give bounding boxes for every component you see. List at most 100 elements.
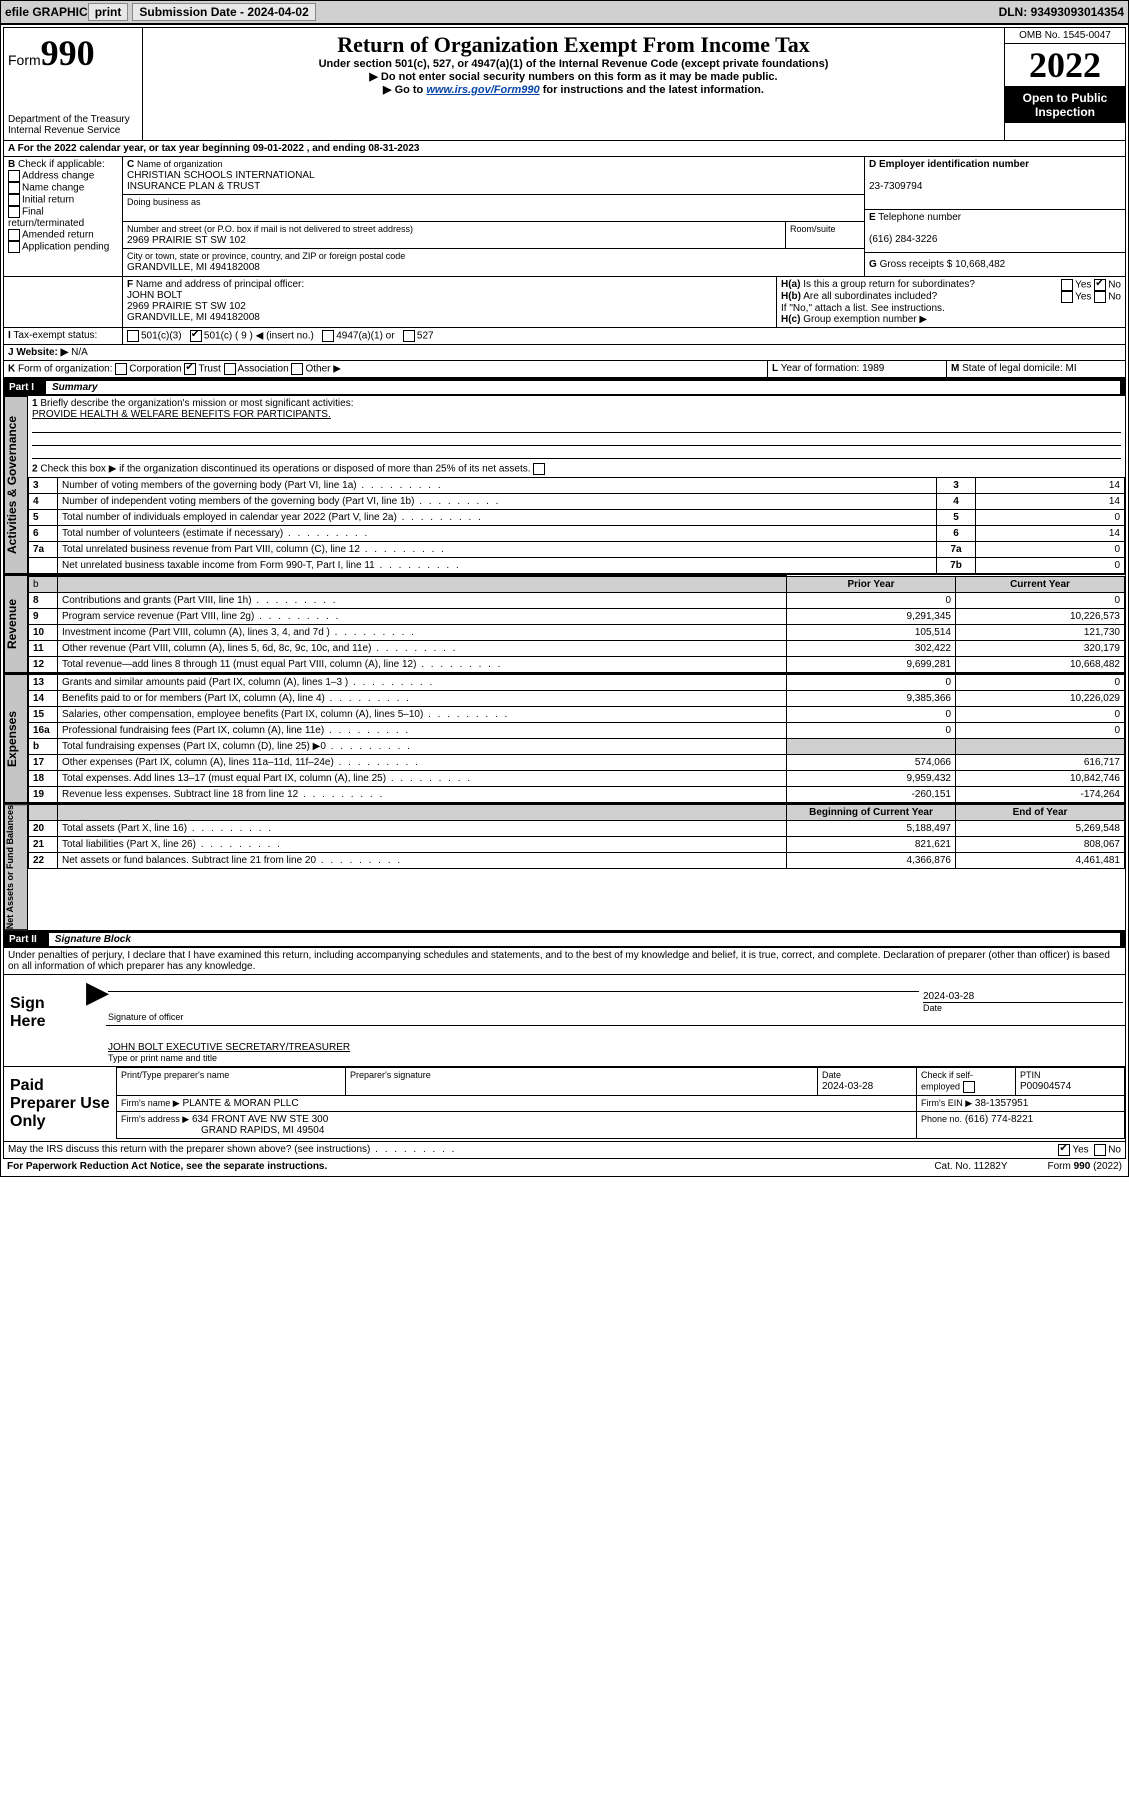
table-row: b Total fundraising expenses (Part IX, c… <box>29 739 1125 755</box>
efile-label: efile GRAPHIC <box>5 5 88 19</box>
table-row: 6 Total number of volunteers (estimate i… <box>29 526 1125 542</box>
checkbox-hb-yes[interactable] <box>1061 291 1073 303</box>
checkbox-application-pending[interactable] <box>8 241 20 253</box>
year-formation: 1989 <box>862 363 884 374</box>
table-row: 20 Total assets (Part X, line 16) 5,188,… <box>29 821 1125 837</box>
sign-here-block: Sign Here ▶ Signature of officer 2024-03… <box>3 975 1126 1067</box>
fh-row: F Name and address of principal officer:… <box>3 277 1126 328</box>
checkbox-final-return[interactable] <box>8 206 20 218</box>
state-domicile: MI <box>1066 363 1077 374</box>
website-value: N/A <box>71 347 88 358</box>
dept-label: Department of the Treasury <box>8 114 138 125</box>
checkbox-discuss-no[interactable] <box>1094 1144 1106 1156</box>
revenue-table: b Prior Year Current Year 8 Contribution… <box>28 575 1125 673</box>
header-mid: Return of Organization Exempt From Incom… <box>143 28 1004 140</box>
table-row: 4 Number of independent voting members o… <box>29 494 1125 510</box>
table-row: Net unrelated business taxable income fr… <box>29 558 1125 574</box>
table-row: 10 Investment income (Part VIII, column … <box>29 625 1125 641</box>
checkbox-527[interactable] <box>403 330 415 342</box>
part1-bar: Part I Summary <box>3 379 1126 396</box>
checkbox-line2[interactable] <box>533 463 545 475</box>
irs-link[interactable]: www.irs.gov/Form990 <box>426 84 539 96</box>
table-row: 16a Professional fundraising fees (Part … <box>29 723 1125 739</box>
open-public: Open to PublicInspection <box>1005 87 1125 123</box>
checkbox-501c3[interactable] <box>127 330 139 342</box>
block-b: B Check if applicable: Address change Na… <box>4 157 123 276</box>
table-row: 11 Other revenue (Part VIII, column (A),… <box>29 641 1125 657</box>
governance-table: 3 Number of voting members of the govern… <box>28 477 1125 574</box>
form-sub3: ▶ Go to www.irs.gov/Form990 for instruct… <box>147 83 1000 96</box>
checkbox-4947[interactable] <box>322 330 334 342</box>
org-name2: INSURANCE PLAN & TRUST <box>127 181 260 192</box>
discuss-row: May the IRS discuss this return with the… <box>3 1142 1126 1159</box>
firm-name: PLANTE & MORAN PLLC <box>182 1098 298 1109</box>
gross-receipts: 10,668,482 <box>955 259 1005 270</box>
org-city: GRANDVILLE, MI 494182008 <box>127 262 260 273</box>
paid-preparer-block: Paid Preparer Use Only Print/Type prepar… <box>3 1067 1126 1142</box>
submission-date-button[interactable]: Submission Date - 2024-04-02 <box>132 3 315 21</box>
phone-value: (616) 284-3226 <box>869 234 937 245</box>
table-row: 7a Total unrelated business revenue from… <box>29 542 1125 558</box>
label-a: A <box>8 143 15 154</box>
checkbox-name-change[interactable] <box>8 182 20 194</box>
checkbox-other[interactable] <box>291 363 303 375</box>
j-row: J Website: ▶ N/A <box>3 345 1126 361</box>
table-row: 19 Revenue less expenses. Subtract line … <box>29 787 1125 803</box>
period-row: A For the 2022 calendar year, or tax yea… <box>3 141 1126 157</box>
table-row: 18 Total expenses. Add lines 13–17 (must… <box>29 771 1125 787</box>
table-row: 17 Other expenses (Part IX, column (A), … <box>29 755 1125 771</box>
header-right: OMB No. 1545-0047 2022 Open to PublicIns… <box>1004 28 1125 140</box>
officer-name: JOHN BOLT <box>127 290 182 301</box>
checkbox-assoc[interactable] <box>224 363 236 375</box>
dln-label: DLN: 93493093014354 <box>999 5 1124 19</box>
irs-label: Internal Revenue Service <box>8 125 138 136</box>
side-revenue: Revenue <box>4 575 28 673</box>
klm-row: K Form of organization: Corporation Trus… <box>3 361 1126 379</box>
table-row: 5 Total number of individuals employed i… <box>29 510 1125 526</box>
table-row: 15 Salaries, other compensation, employe… <box>29 707 1125 723</box>
table-row: 3 Number of voting members of the govern… <box>29 478 1125 494</box>
checkbox-trust[interactable] <box>184 363 196 375</box>
i-row: I Tax-exempt status: 501(c)(3) 501(c) ( … <box>3 328 1126 345</box>
ptin-value: P00904574 <box>1020 1081 1071 1092</box>
form-sub1: Under section 501(c), 527, or 4947(a)(1)… <box>147 58 1000 70</box>
omb-number: OMB No. 1545-0047 <box>1005 28 1125 44</box>
checkbox-self-employed[interactable] <box>963 1081 975 1093</box>
checkbox-ha-yes[interactable] <box>1061 279 1073 291</box>
form-title: Return of Organization Exempt From Incom… <box>147 32 1000 58</box>
checkbox-discuss-yes[interactable] <box>1058 1144 1070 1156</box>
table-row: 8 Contributions and grants (Part VIII, l… <box>29 593 1125 609</box>
org-name1: CHRISTIAN SCHOOLS INTERNATIONAL <box>127 170 315 181</box>
block-f: F Name and address of principal officer:… <box>123 277 777 327</box>
sign-date: 2024-03-28 <box>923 991 974 1002</box>
form-wrap: Form990 Department of the Treasury Inter… <box>0 24 1129 1177</box>
footer-row: For Paperwork Reduction Act Notice, see … <box>3 1159 1126 1174</box>
form-header: Form990 Department of the Treasury Inter… <box>3 27 1126 141</box>
firm-ein: 38-1357951 <box>975 1098 1028 1109</box>
table-row: 13 Grants and similar amounts paid (Part… <box>29 675 1125 691</box>
side-governance: Activities & Governance <box>4 396 28 574</box>
block-deg: D Employer identification number 23-7309… <box>865 157 1125 276</box>
checkbox-501c[interactable] <box>190 330 202 342</box>
checkbox-ha-no[interactable] <box>1094 279 1106 291</box>
top-toolbar: efile GRAPHIC print Submission Date - 20… <box>0 0 1129 24</box>
form-sub2: ▶ Do not enter social security numbers o… <box>147 70 1000 83</box>
mission-text: PROVIDE HEALTH & WELFARE BENEFITS FOR PA… <box>32 409 331 420</box>
table-row: 22 Net assets or fund balances. Subtract… <box>29 853 1125 869</box>
side-expenses: Expenses <box>4 674 28 803</box>
side-netassets: Net Assets or Fund Balances <box>4 804 28 930</box>
table-row: 21 Total liabilities (Part X, line 26) 8… <box>29 837 1125 853</box>
ein-value: 23-7309794 <box>869 181 922 192</box>
print-button[interactable]: print <box>88 3 129 21</box>
form-number: Form990 <box>8 32 138 74</box>
netassets-table: Beginning of Current Year End of Year 20… <box>28 804 1125 869</box>
checkbox-corp[interactable] <box>115 363 127 375</box>
block-c: C Name of organization CHRISTIAN SCHOOLS… <box>123 157 865 276</box>
checkbox-initial-return[interactable] <box>8 194 20 206</box>
firm-phone: (616) 774-8221 <box>965 1114 1033 1125</box>
declaration: Under penalties of perjury, I declare th… <box>3 948 1126 975</box>
checkbox-address-change[interactable] <box>8 170 20 182</box>
checkbox-hb-no[interactable] <box>1094 291 1106 303</box>
checkbox-amended-return[interactable] <box>8 229 20 241</box>
header-left: Form990 Department of the Treasury Inter… <box>4 28 143 140</box>
